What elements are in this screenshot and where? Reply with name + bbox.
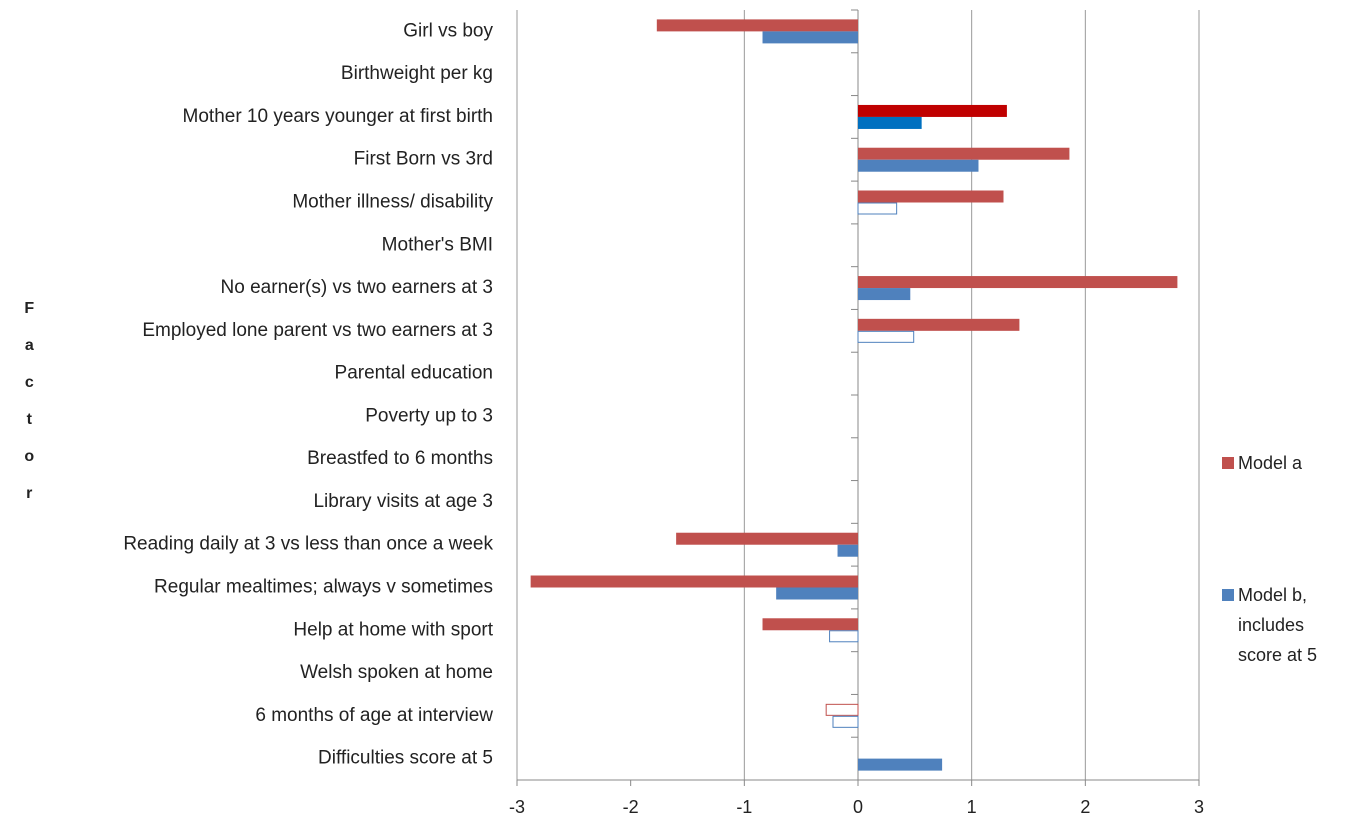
y-tick-label: Library visits at age 3 [313, 491, 493, 512]
x-tick-label: -3 [509, 797, 525, 817]
bar [858, 276, 1178, 289]
y-tick-label: First Born vs 3rd [354, 149, 493, 170]
x-tick-label: 1 [967, 797, 977, 817]
y-tick-label: No earner(s) vs two earners at 3 [221, 277, 493, 298]
y-tick-label: Reading daily at 3 vs less than once a w… [123, 534, 493, 555]
y-tick-label: Mother's BMI [382, 234, 493, 255]
legend-swatch [1222, 589, 1234, 601]
y-axis-label: Factor [21, 300, 38, 522]
y-tick-label: Mother 10 years younger at first birth [183, 106, 493, 127]
bar [858, 758, 943, 771]
bar [858, 147, 1070, 160]
bar [825, 703, 859, 716]
bar [858, 104, 1007, 117]
bar [857, 330, 915, 343]
x-tick-label: 2 [1080, 797, 1090, 817]
x-tick-label: 3 [1194, 797, 1204, 817]
y-tick-label: Breastfed to 6 months [307, 448, 493, 469]
y-tick-label: Employed lone parent vs two earners at 3 [142, 320, 493, 341]
y-tick-label: Birthweight per kg [341, 63, 493, 84]
bar [530, 575, 858, 588]
y-tick-label: Difficulties score at 5 [318, 748, 493, 769]
x-tick-label: -2 [623, 797, 639, 817]
bar [858, 288, 911, 301]
legend-swatch [1222, 457, 1234, 469]
legend-label: Model b, includes score at 5 [1238, 585, 1318, 665]
y-tick-label: Girl vs boy [403, 20, 493, 41]
y-tick-label: Mother illness/ disability [292, 192, 493, 213]
bar [776, 587, 858, 600]
x-tick-label: 0 [853, 797, 863, 817]
bar [829, 630, 859, 643]
bar [676, 532, 858, 545]
y-tick-label: 6 months of age at interview [255, 705, 493, 726]
bar [857, 202, 898, 215]
y-tick-label: Parental education [335, 363, 493, 384]
bar [762, 618, 858, 631]
y-tick-label: Welsh spoken at home [300, 662, 493, 683]
legend-label: Model a [1238, 453, 1303, 473]
y-tick-label: Poverty up to 3 [365, 405, 493, 426]
bar [858, 318, 1020, 331]
bar [832, 715, 859, 728]
bar [858, 116, 922, 129]
bar [762, 31, 858, 44]
bar [837, 544, 858, 557]
bar [656, 19, 858, 32]
bar [858, 159, 979, 172]
y-tick-label: Help at home with sport [293, 619, 493, 640]
x-tick-label: -1 [736, 797, 752, 817]
bar [858, 190, 1004, 203]
y-tick-label: Regular mealtimes; always v sometimes [154, 577, 493, 598]
